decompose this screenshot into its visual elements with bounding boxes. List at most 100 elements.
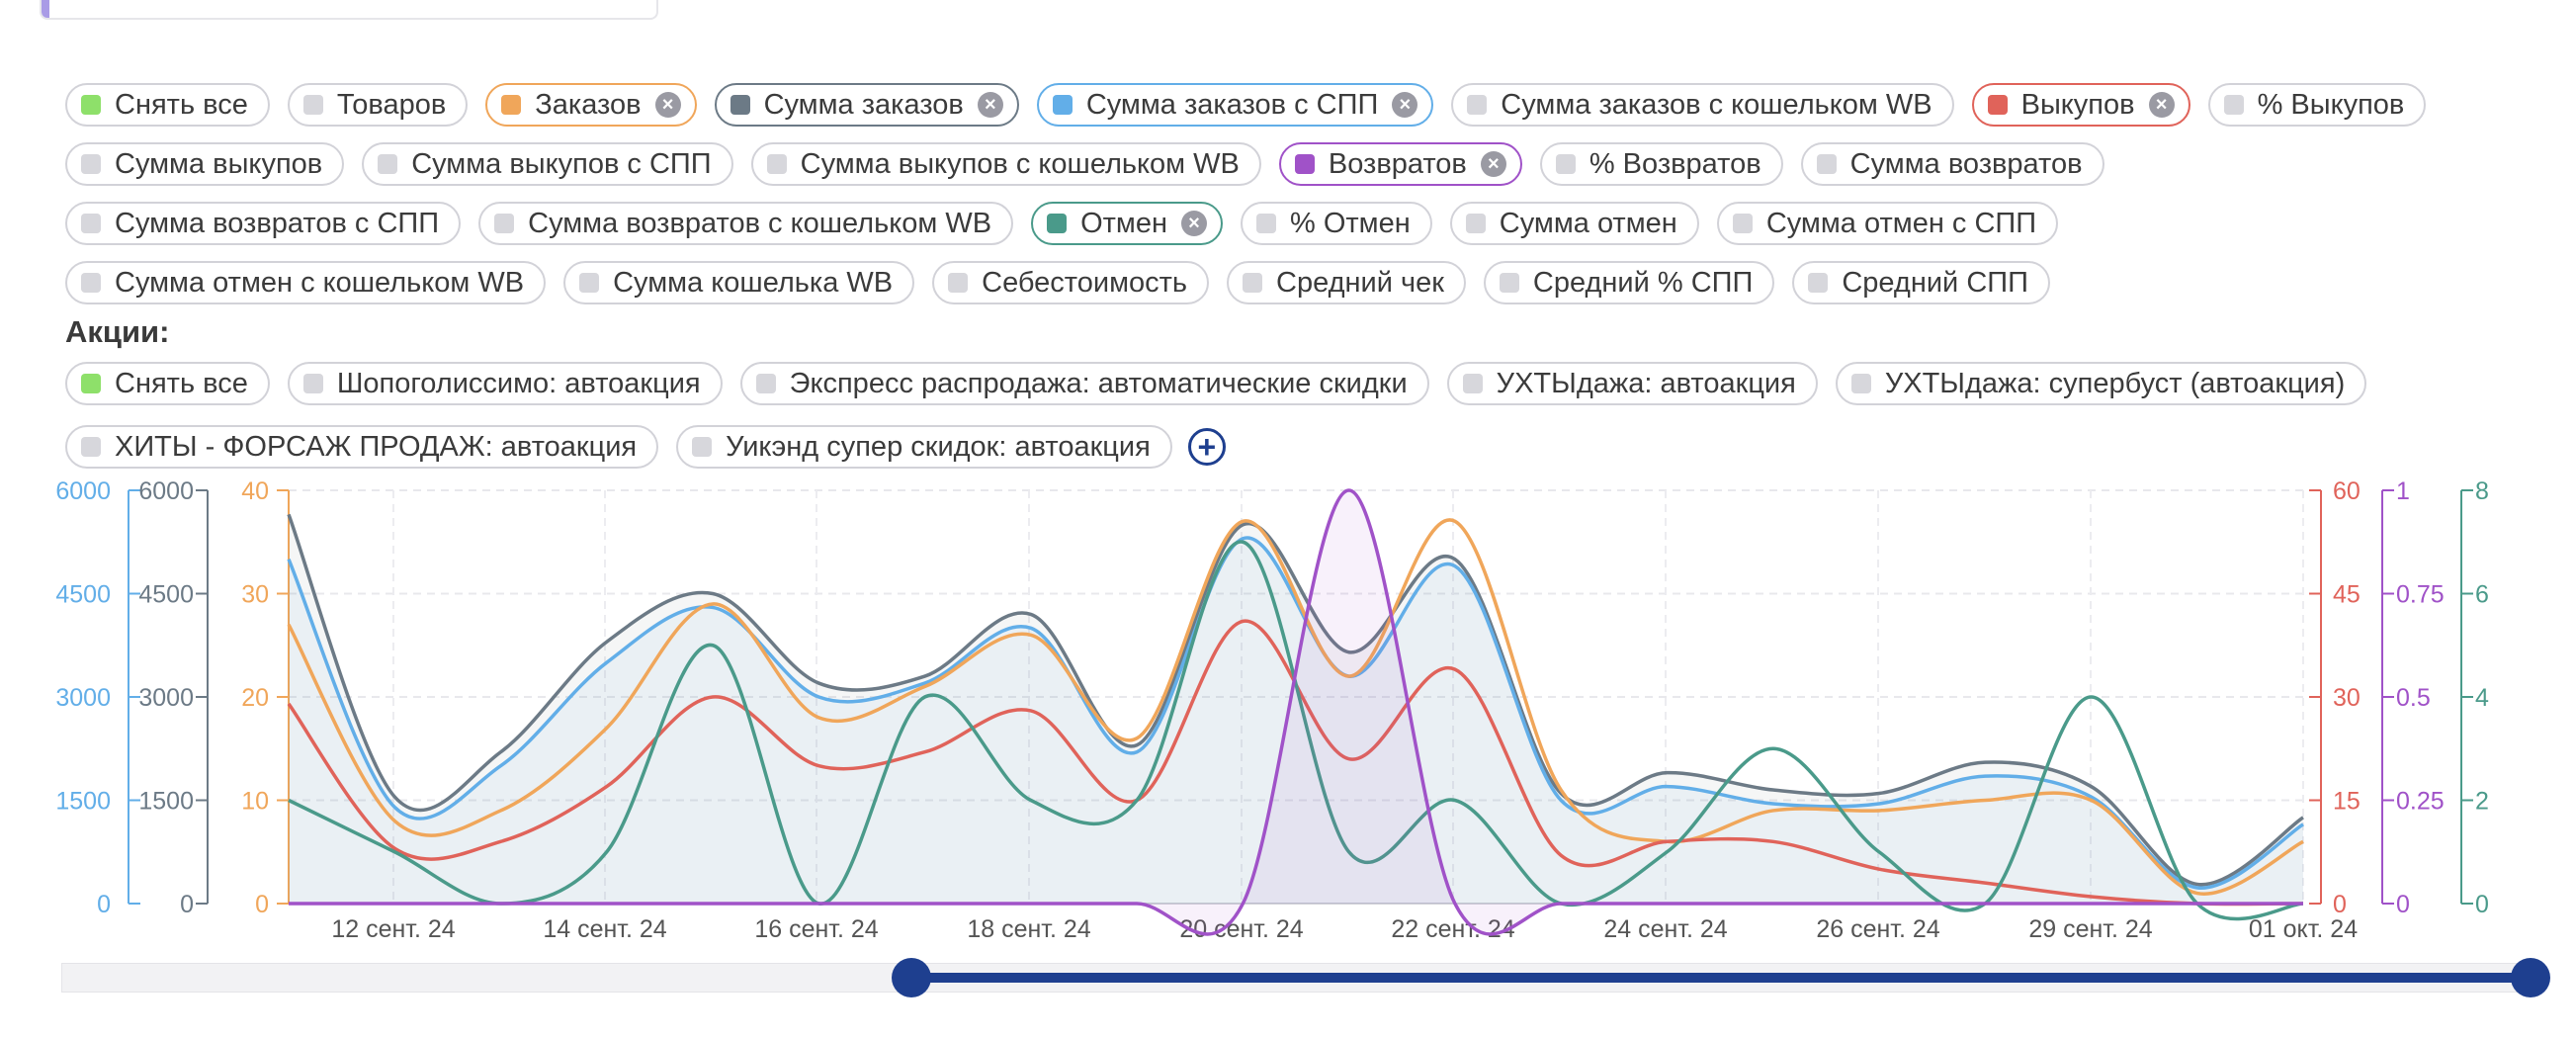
axis-tick-label: 0.5 [2396, 684, 2431, 712]
checkbox-icon [1462, 374, 1483, 393]
chip-label: Сумма отмен с кошельком WB [115, 266, 525, 299]
axis-tick-label: 0 [97, 891, 111, 918]
checkbox-icon [1467, 95, 1488, 115]
filter-chip[interactable]: Товаров [287, 83, 469, 127]
chip-label: % Отмен [1290, 207, 1411, 239]
filter-chip[interactable]: % Отмен [1241, 202, 1432, 245]
filter-chip[interactable]: Сумма отмен с кошельком WB [65, 261, 547, 304]
filter-chip[interactable]: Уикэнд супер скидок: автоакция [676, 425, 1172, 469]
axis-tick-label: 3000 [55, 684, 111, 712]
checkbox-icon [302, 95, 323, 115]
filter-chip[interactable]: Сумма отмен [1449, 202, 1699, 245]
filter-chip[interactable]: Сумма выкупов [65, 142, 345, 186]
chip-label: % Возвратов [1589, 147, 1761, 180]
checkbox-icon [81, 437, 101, 457]
filter-chip[interactable]: Сумма выкупов с кошельком WB [750, 142, 1261, 186]
chip-label: Товаров [336, 88, 447, 121]
filter-chip[interactable]: Снять все [65, 362, 270, 405]
x-tick-label: 20 сент. 24 [1179, 915, 1303, 943]
metric-row: Сумма отмен с кошельком WB Сумма кошелька… [65, 261, 2050, 304]
filter-chip[interactable]: Отмен × [1031, 202, 1223, 245]
close-icon[interactable]: × [654, 92, 681, 118]
axis-tick-label: 3000 [138, 684, 194, 712]
filter-chip[interactable]: Снять все [65, 83, 270, 127]
filter-chip[interactable]: Шопоголиссимо: автоакция [287, 362, 723, 405]
chip-label: Уикэнд супер скидок: автоакция [726, 430, 1151, 463]
filter-chip[interactable]: Сумма выкупов с СПП [362, 142, 733, 186]
x-tick-label: 24 сент. 24 [1603, 915, 1727, 943]
axis-tick-label: 2 [2475, 788, 2489, 816]
filter-chip[interactable]: ХИТЫ - ФОРСАЖ ПРОДАЖ: автоакция [65, 425, 659, 469]
close-icon[interactable]: × [1480, 151, 1506, 177]
axis-tick-label: 4 [2475, 684, 2489, 712]
filter-chip[interactable]: Средний СПП [1792, 261, 2050, 304]
x-tick-label: 01 окт. 24 [2249, 915, 2358, 943]
chip-label: Себестоимость [982, 266, 1188, 299]
filter-chip[interactable]: Экспресс распродажа: автоматические скид… [739, 362, 1429, 405]
checkbox-icon [730, 95, 750, 115]
series-line [287, 536, 2304, 890]
axis-tick-label: 6000 [55, 477, 111, 505]
filter-chip[interactable]: Сумма заказов с кошельком WB [1451, 83, 1954, 127]
plus-circle-icon[interactable]: + [1187, 428, 1226, 466]
checkbox-icon [948, 273, 969, 293]
promos-label: Акции: [65, 314, 170, 349]
close-icon[interactable]: × [2148, 92, 2175, 118]
chip-label: Сумма заказов с кошельком WB [1501, 88, 1932, 121]
top-input[interactable] [40, 0, 658, 20]
filter-chip[interactable]: УХТЫдажа: супербуст (автоакция) [1835, 362, 2367, 405]
filter-chip[interactable]: УХТЫдажа: автоакция [1446, 362, 1818, 405]
close-icon[interactable]: × [977, 92, 1003, 118]
checkbox-icon [81, 154, 101, 174]
filter-chip[interactable]: Выкупов × [1971, 83, 2190, 127]
filter-chip[interactable]: % Выкупов [2207, 83, 2427, 127]
chip-label: Отмен [1080, 207, 1167, 239]
x-tick-label: 29 сент. 24 [2028, 915, 2152, 943]
checkbox-icon [378, 154, 398, 174]
metric-row: Сумма выкупов Сумма выкупов с СПП Сумма вы… [65, 142, 2104, 186]
filter-chip[interactable]: Себестоимость [932, 261, 1210, 304]
filter-chip[interactable]: Сумма кошелька WB [563, 261, 915, 304]
checkbox-icon [1052, 95, 1073, 115]
x-tick-label: 12 сент. 24 [331, 915, 455, 943]
filter-chip[interactable]: Сумма отмен с СПП [1716, 202, 2059, 245]
chip-label: Сумма возвратов с СПП [115, 207, 440, 239]
axis-tick-label: 15 [2333, 788, 2361, 816]
filter-chip[interactable]: % Возвратов [1539, 142, 1783, 186]
series-line [287, 619, 2304, 907]
filter-chip[interactable]: Средний % СПП [1483, 261, 1775, 304]
filter-chip[interactable]: Сумма возвратов с кошельком WB [478, 202, 1014, 245]
axis-tick-label: 4500 [55, 581, 111, 609]
chip-label: Сумма возвратов [1849, 147, 2083, 180]
checkbox-icon [1499, 273, 1519, 293]
filter-chip[interactable]: Возвратов × [1278, 142, 1522, 186]
axis-tick-label: 6 [2475, 581, 2489, 609]
filter-chip[interactable]: Сумма заказов × [714, 83, 1019, 127]
axis-tick-label: 0 [2396, 891, 2410, 918]
metric-row: Сумма возвратов с СПП Сумма возвратов с к… [65, 202, 2059, 245]
filter-chip[interactable]: Средний чек [1227, 261, 1466, 304]
checkbox-icon [81, 273, 101, 293]
checkbox-icon [692, 437, 713, 457]
chip-label: Сумма выкупов [115, 147, 323, 180]
range-slider-start-handle[interactable] [892, 958, 931, 997]
series-area [289, 537, 2303, 904]
axis-tick-label: 4500 [138, 581, 194, 609]
filter-chip[interactable]: Сумма возвратов с СПП [65, 202, 462, 245]
filter-chip[interactable]: Сумма заказов с СПП × [1036, 83, 1434, 127]
filter-chip[interactable]: Заказов × [485, 83, 697, 127]
chip-label: Выкупов [2020, 88, 2135, 121]
axis-tick-label: 60 [2333, 477, 2361, 505]
close-icon[interactable]: × [1181, 211, 1207, 236]
axis-tick-label: 30 [241, 581, 269, 609]
chip-label: Средний СПП [1842, 266, 2028, 299]
close-icon[interactable]: × [1392, 92, 1418, 118]
axis-tick-label: 0 [2475, 891, 2489, 918]
range-slider-end-handle[interactable] [2511, 958, 2550, 997]
chip-label: Заказов [535, 88, 642, 121]
axis-tick-label: 6000 [138, 477, 194, 505]
checkbox-icon [766, 154, 787, 174]
x-tick-label: 16 сент. 24 [754, 915, 878, 943]
axis-tick-label: 1 [2396, 477, 2410, 505]
filter-chip[interactable]: Сумма возвратов [1800, 142, 2104, 186]
